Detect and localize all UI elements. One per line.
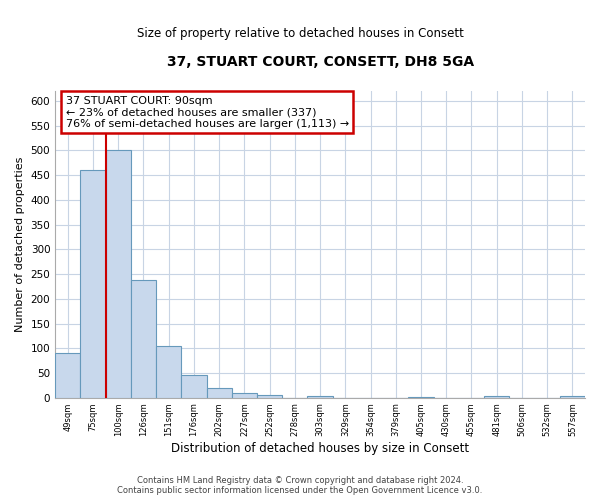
- Bar: [80, 170, 106, 398]
- Bar: [156, 346, 181, 398]
- Text: Size of property relative to detached houses in Consett: Size of property relative to detached ho…: [137, 28, 463, 40]
- Bar: [181, 376, 206, 398]
- Bar: [232, 393, 257, 398]
- Text: Contains HM Land Registry data © Crown copyright and database right 2024.
Contai: Contains HM Land Registry data © Crown c…: [118, 476, 482, 495]
- Bar: [206, 388, 232, 398]
- Bar: [106, 150, 131, 398]
- Y-axis label: Number of detached properties: Number of detached properties: [15, 156, 25, 332]
- Bar: [55, 353, 80, 398]
- Title: 37, STUART COURT, CONSETT, DH8 5GA: 37, STUART COURT, CONSETT, DH8 5GA: [167, 55, 473, 69]
- Bar: [257, 395, 282, 398]
- Bar: [131, 280, 156, 398]
- Bar: [484, 396, 509, 398]
- Bar: [409, 396, 434, 398]
- Text: 37 STUART COURT: 90sqm
← 23% of detached houses are smaller (337)
76% of semi-de: 37 STUART COURT: 90sqm ← 23% of detached…: [66, 96, 349, 129]
- X-axis label: Distribution of detached houses by size in Consett: Distribution of detached houses by size …: [171, 442, 469, 455]
- Bar: [560, 396, 585, 398]
- Bar: [307, 396, 332, 398]
